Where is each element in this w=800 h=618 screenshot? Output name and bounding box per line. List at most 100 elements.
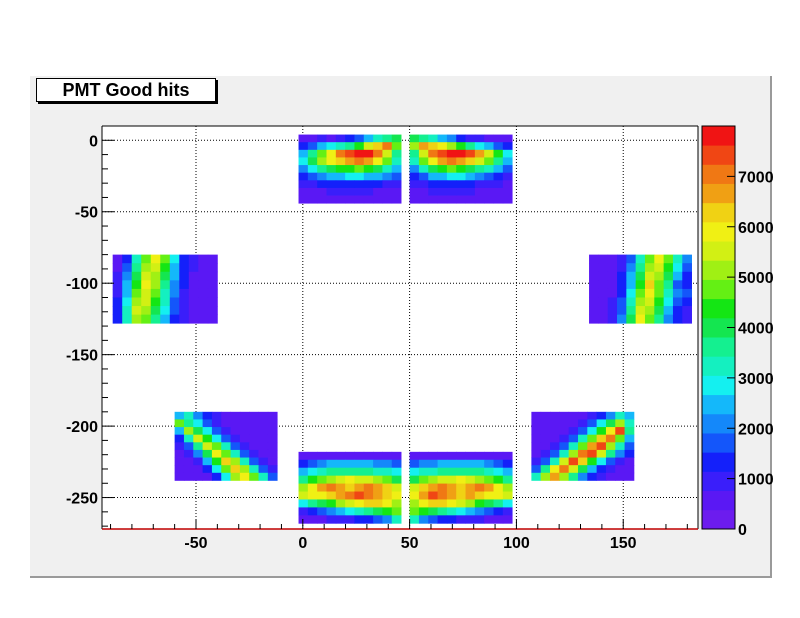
heatmap-cell	[644, 280, 655, 290]
heatmap-cell	[307, 165, 318, 174]
heatmap-cell	[502, 172, 513, 181]
heatmap-cell	[373, 187, 383, 196]
heatmap-cell	[317, 134, 327, 143]
heatmap-cell	[540, 472, 551, 481]
heatmap-cell	[428, 142, 438, 151]
heatmap-cell	[183, 457, 194, 466]
y-tick-label: 0	[89, 133, 98, 150]
heatmap-cell	[193, 442, 203, 451]
heatmap-cell	[373, 499, 383, 508]
heatmap-cell	[568, 427, 579, 436]
heatmap-cell	[317, 451, 327, 461]
heatmap-cell	[626, 271, 637, 281]
heatmap-cell	[615, 427, 625, 436]
heatmap-cell	[626, 254, 637, 264]
heatmap-cell	[484, 195, 494, 204]
heatmap-cell	[298, 467, 309, 477]
heatmap-cell	[663, 280, 674, 290]
heatmap-cell	[354, 195, 365, 204]
heatmap-cell	[207, 297, 218, 307]
heatmap-cell	[502, 157, 513, 166]
heatmap-cell	[354, 142, 365, 151]
heatmap-cell	[326, 459, 337, 469]
heatmap-cell	[307, 459, 318, 469]
heatmap-cell	[345, 459, 355, 469]
heatmap-cell	[202, 411, 213, 420]
heatmap-cell	[635, 263, 646, 273]
chart-title-box: PMT Good hits	[36, 78, 216, 102]
heatmap-cell	[596, 449, 607, 458]
heatmap-cell	[409, 475, 420, 484]
heatmap-cell	[382, 491, 393, 500]
heatmap-cell	[484, 483, 494, 492]
heatmap-cell	[335, 157, 346, 166]
heatmap-cell	[150, 271, 161, 281]
heatmap-cell	[345, 195, 355, 204]
heatmap-cell	[465, 515, 476, 524]
heatmap-cell	[345, 187, 355, 196]
heatmap-cell	[437, 515, 448, 524]
heatmap-cell	[317, 499, 327, 508]
heatmap-cell	[354, 515, 365, 524]
heatmap-cell	[373, 180, 383, 189]
heatmap-cell	[577, 411, 588, 420]
pmt-module-top-left	[298, 134, 402, 204]
heatmap-cell	[249, 427, 259, 436]
heatmap-cell	[605, 419, 616, 428]
heatmap-cell	[363, 451, 374, 461]
heatmap-cell	[484, 459, 494, 469]
heatmap-cell	[474, 491, 485, 500]
heatmap-cell	[607, 306, 618, 316]
heatmap-cell	[465, 142, 476, 151]
heatmap-cell	[624, 442, 635, 451]
heatmap-cell	[493, 499, 504, 508]
heatmap-cell	[335, 165, 346, 174]
heatmap-cell	[363, 195, 374, 204]
heatmap-cell	[169, 271, 180, 281]
heatmap-cell	[418, 491, 429, 500]
heatmap-cell	[211, 449, 222, 458]
heatmap-cell	[249, 434, 259, 443]
heatmap-cell	[474, 142, 485, 151]
heatmap-cell	[373, 451, 383, 461]
heatmap-cell	[354, 475, 365, 484]
heatmap-cell	[230, 419, 241, 428]
heatmap-cell	[465, 134, 476, 143]
heatmap-cell	[183, 472, 194, 481]
heatmap-cell	[596, 434, 607, 443]
heatmap-cell	[326, 195, 337, 204]
heatmap-cell	[474, 499, 485, 508]
pmt-module-bottom-center-left	[298, 451, 402, 524]
heatmap-cell	[502, 507, 513, 516]
color-scale-swatch	[702, 356, 735, 376]
heatmap-cell	[409, 507, 420, 516]
heatmap-cell	[672, 263, 683, 273]
heatmap-cell	[418, 483, 429, 492]
heatmap-cell	[298, 157, 309, 166]
heatmap-cell	[446, 180, 457, 189]
heatmap-cell	[345, 467, 355, 477]
heatmap-cell	[587, 434, 598, 443]
heatmap-cell	[258, 442, 269, 451]
heatmap-cell	[160, 254, 171, 264]
heatmap-cell	[249, 449, 259, 458]
x-tick-label: -50	[184, 535, 207, 552]
heatmap-cell	[382, 515, 393, 524]
heatmap-cell	[540, 434, 551, 443]
heatmap-cell	[198, 280, 209, 290]
heatmap-cell	[531, 411, 542, 420]
heatmap-cell	[493, 195, 504, 204]
heatmap-cell	[587, 472, 598, 481]
heatmap-cell	[335, 180, 346, 189]
heatmap-cell	[382, 483, 393, 492]
heatmap-cell	[635, 297, 646, 307]
heatmap-cell	[540, 411, 551, 420]
heatmap-cell	[131, 271, 142, 281]
heatmap-cell	[211, 465, 222, 474]
heatmap-cell	[484, 499, 494, 508]
heatmap-cell	[446, 475, 457, 484]
heatmap-cell	[382, 187, 393, 196]
heatmap-cell	[335, 134, 346, 143]
heatmap-cell	[644, 297, 655, 307]
heatmap-cell	[326, 134, 337, 143]
